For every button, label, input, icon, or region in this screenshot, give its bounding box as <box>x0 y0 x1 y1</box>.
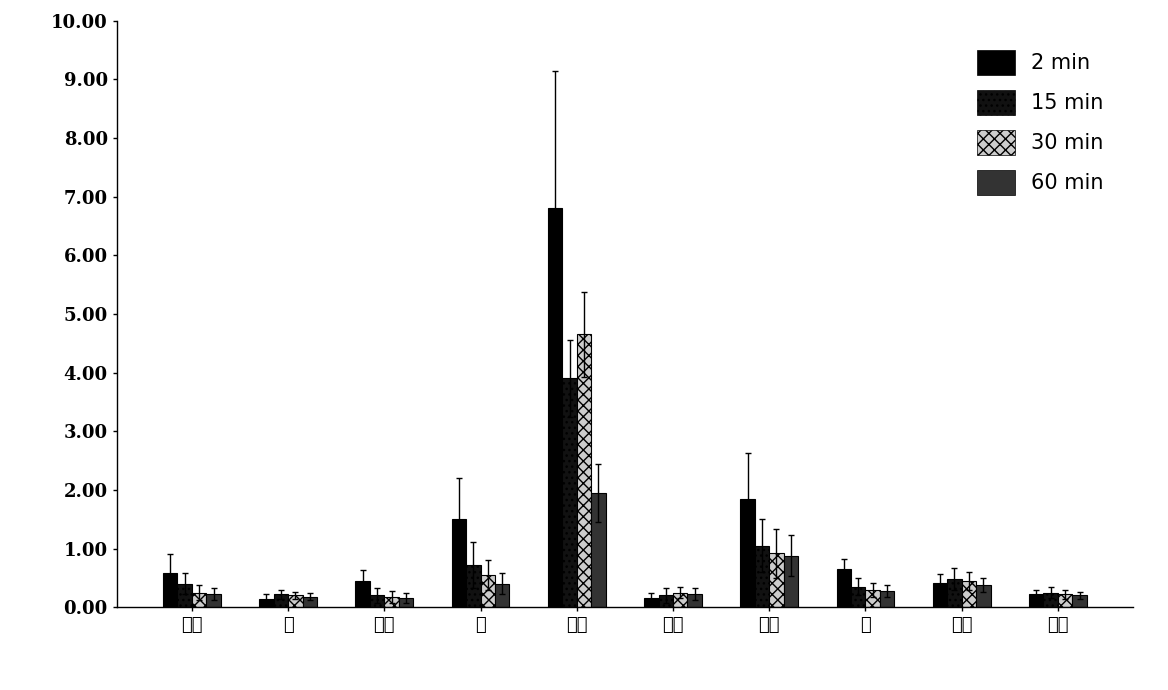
Bar <box>644 598 659 607</box>
Bar <box>1043 593 1058 607</box>
Bar <box>207 594 221 607</box>
Bar <box>784 555 798 607</box>
Bar <box>591 493 606 607</box>
Bar <box>303 597 317 607</box>
Bar <box>1029 594 1043 607</box>
Bar <box>755 546 770 607</box>
Bar <box>288 595 303 607</box>
Bar <box>1058 594 1072 607</box>
Bar <box>880 591 895 607</box>
Legend: 2 min, 15 min, 30 min, 60 min: 2 min, 15 min, 30 min, 60 min <box>968 41 1112 204</box>
Bar <box>259 599 273 607</box>
Bar <box>164 573 178 607</box>
Bar <box>865 589 880 607</box>
Bar <box>452 519 466 607</box>
Bar <box>851 586 865 607</box>
Bar <box>659 595 673 607</box>
Bar <box>273 594 288 607</box>
Bar <box>976 585 990 607</box>
Bar <box>577 335 591 607</box>
Bar <box>961 581 976 607</box>
Bar <box>947 579 961 607</box>
Bar <box>688 594 702 607</box>
Bar <box>548 208 562 607</box>
Bar <box>673 593 688 607</box>
Bar <box>466 565 480 607</box>
Bar <box>836 569 851 607</box>
Bar <box>480 575 495 607</box>
Bar <box>495 584 509 607</box>
Bar <box>770 553 784 607</box>
Bar <box>192 593 207 607</box>
Bar <box>741 499 755 607</box>
Bar <box>933 582 947 607</box>
Bar <box>562 378 577 607</box>
Bar <box>178 584 192 607</box>
Bar <box>370 595 384 607</box>
Bar <box>384 597 398 607</box>
Bar <box>398 598 413 607</box>
Bar <box>1072 595 1086 607</box>
Bar <box>355 582 370 607</box>
